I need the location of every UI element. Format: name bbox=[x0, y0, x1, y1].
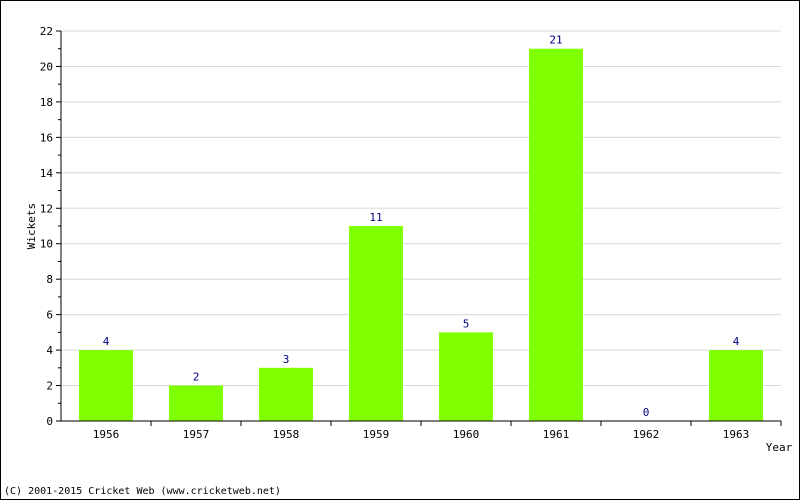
bar bbox=[529, 48, 583, 422]
bar-value-label: 4 bbox=[733, 335, 740, 348]
copyright-text: (C) 2001-2015 Cricket Web (www.cricketwe… bbox=[4, 486, 281, 497]
bar-value-label: 0 bbox=[643, 406, 650, 419]
y-tick-label: 14 bbox=[40, 167, 54, 180]
y-tick-label: 16 bbox=[40, 131, 53, 144]
y-tick-label: 0 bbox=[46, 415, 53, 428]
x-tick-label: 1956 bbox=[93, 428, 120, 441]
x-tick-label: 1960 bbox=[453, 428, 480, 441]
bar bbox=[349, 226, 403, 421]
y-tick-label: 22 bbox=[40, 25, 53, 38]
bars bbox=[79, 48, 763, 422]
bar-value-label: 21 bbox=[549, 34, 562, 47]
y-tick-label: 8 bbox=[46, 273, 53, 286]
y-axis-title: Wickets bbox=[25, 203, 38, 249]
y-tick-label: 6 bbox=[46, 309, 53, 322]
y-tick-label: 20 bbox=[40, 60, 53, 73]
x-axis-title: Year bbox=[766, 441, 793, 454]
bar bbox=[709, 350, 763, 421]
y-tick-label: 10 bbox=[40, 238, 53, 251]
bar-value-label: 11 bbox=[369, 211, 382, 224]
labels: 0 2 4 6 8 10 12 14 16 18 20 22 4 1956 2 1957 3 1958 11 1959… bbox=[40, 25, 750, 441]
x-tick-label: 1957 bbox=[183, 428, 210, 441]
x-tick-label: 1958 bbox=[273, 428, 300, 441]
bar bbox=[79, 350, 133, 421]
bar bbox=[439, 332, 493, 421]
bar-value-label: 5 bbox=[463, 317, 470, 330]
y-tick-label: 2 bbox=[46, 380, 53, 393]
bar bbox=[169, 385, 223, 421]
y-tick-label: 12 bbox=[40, 202, 53, 215]
y-tick-label: 4 bbox=[46, 344, 53, 357]
bar-value-label: 2 bbox=[193, 371, 200, 384]
bar-value-label: 4 bbox=[103, 335, 110, 348]
grid-lines bbox=[61, 30, 781, 387]
x-tick-label: 1963 bbox=[723, 428, 750, 441]
y-tick-label: 18 bbox=[40, 96, 53, 109]
x-tick-label: 1959 bbox=[363, 428, 390, 441]
x-tick-label: 1961 bbox=[543, 428, 570, 441]
bar-value-label: 3 bbox=[283, 353, 290, 366]
x-tick-label: 1962 bbox=[633, 428, 660, 441]
axes bbox=[56, 30, 782, 426]
bar bbox=[259, 367, 313, 421]
